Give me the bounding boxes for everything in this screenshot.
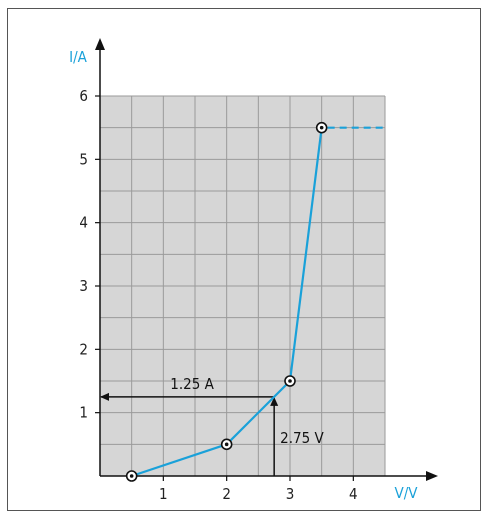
y-axis-arrowhead <box>95 38 105 50</box>
x-axis-arrowhead <box>426 471 438 481</box>
y-tick-label: 1 <box>79 404 88 422</box>
series-line <box>131 127 323 478</box>
x-axis-title: V/V <box>394 484 418 502</box>
data-point-center <box>224 442 229 447</box>
y-ticks: 1 2 3 4 5 6 <box>79 87 100 422</box>
grid <box>100 95 386 476</box>
data-points <box>125 121 328 482</box>
annotations: 1.25 A 2.75 V <box>100 375 324 476</box>
y-tick-label: 5 <box>79 150 88 168</box>
x-ticks: 1 2 3 4 <box>159 476 358 503</box>
y-tick-label: 3 <box>79 277 88 295</box>
x-tick-label: 3 <box>286 485 295 503</box>
voltage-annotation: 2.75 V <box>280 429 324 447</box>
current-annotation: 1.25 A <box>170 375 214 393</box>
x-tick-label: 2 <box>222 485 231 503</box>
y-axis-title: I/A <box>69 48 88 66</box>
x-tick-label: 1 <box>159 485 168 503</box>
y-tick-label: 2 <box>79 340 88 358</box>
y-tick-label: 6 <box>79 87 88 105</box>
data-point-center <box>319 125 324 130</box>
x-tick-label: 4 <box>349 485 358 503</box>
y-tick-label: 4 <box>79 214 88 232</box>
data-point-center <box>129 474 134 478</box>
data-point-center <box>288 379 292 383</box>
